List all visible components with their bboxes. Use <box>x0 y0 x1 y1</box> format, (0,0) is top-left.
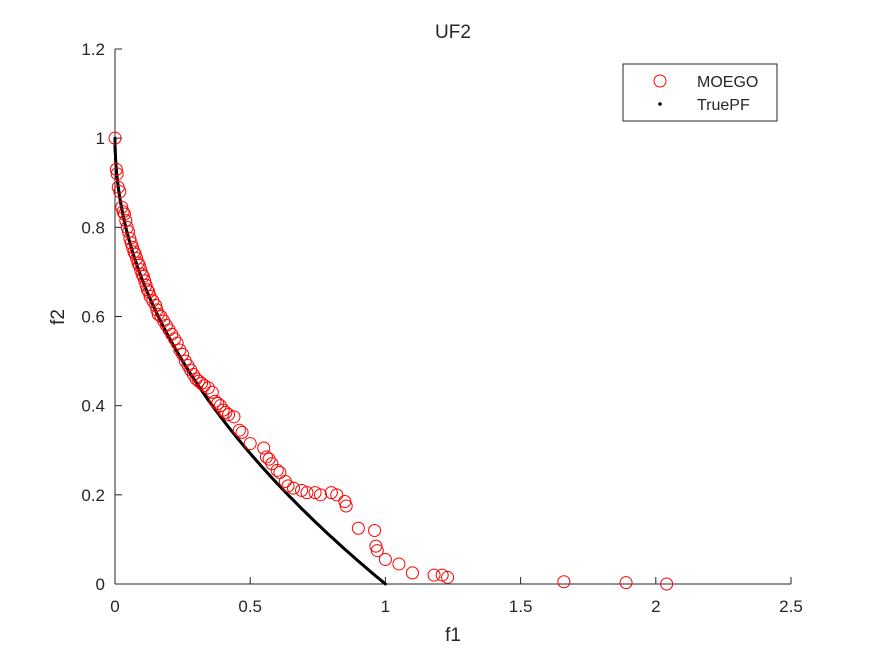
legend-marker-moego <box>653 74 667 88</box>
legend-box <box>622 63 778 122</box>
moego-point <box>281 479 295 493</box>
moego-point <box>116 205 130 219</box>
moego-point <box>405 566 419 580</box>
x-tick-label: 1 <box>381 597 390 616</box>
legend-label-moego: MOEGO <box>697 74 758 91</box>
moego-point <box>270 463 284 477</box>
moego-point <box>109 162 123 176</box>
truepf-point <box>383 582 387 586</box>
x-tick-label: 2 <box>651 597 660 616</box>
legend-marker-truepf <box>658 102 662 106</box>
moego-point <box>441 570 455 584</box>
moego-point <box>176 347 190 361</box>
y-tick-label: 0.2 <box>81 486 105 505</box>
moego-point <box>378 552 392 566</box>
moego-point <box>370 544 384 558</box>
moego-point <box>314 488 328 502</box>
moego-point <box>110 167 124 181</box>
y-tick-label: 1.2 <box>81 40 105 59</box>
plot-area <box>115 49 791 584</box>
y-tick-label: 0 <box>96 575 105 594</box>
moego-point <box>330 488 344 502</box>
moego-point <box>195 376 209 390</box>
moego-point <box>243 437 257 451</box>
chart-title: UF2 <box>435 22 471 43</box>
moego-point <box>392 557 406 571</box>
moego-point <box>127 245 141 259</box>
moego-point <box>140 283 154 297</box>
moego-point <box>222 408 236 422</box>
moego-point <box>351 521 365 535</box>
x-tick-label: 2.5 <box>779 597 803 616</box>
moego-point <box>619 576 633 590</box>
moego-point <box>259 450 273 464</box>
moego-point <box>427 568 441 582</box>
moego-point <box>170 336 184 350</box>
moego-point <box>131 256 145 270</box>
axes <box>114 49 791 585</box>
x-tick-label: 0.5 <box>238 597 262 616</box>
moego-series <box>108 131 674 591</box>
moego-point <box>113 185 127 199</box>
moego-point <box>324 486 338 500</box>
moego-point <box>265 457 279 471</box>
moego-point <box>108 131 122 145</box>
moego-point <box>257 441 271 455</box>
moego-point <box>205 385 219 399</box>
moego-point <box>235 425 249 439</box>
y-tick-label: 0.6 <box>81 308 105 327</box>
moego-point <box>286 481 300 495</box>
moego-point <box>368 524 382 537</box>
ticks: 0 0.5 1 1.5 2 2.5 0 0.2 0.4 0.6 0.8 1 1.2 <box>81 40 802 616</box>
moego-point <box>435 568 449 582</box>
moego-point <box>201 381 215 395</box>
moego-point <box>135 267 149 281</box>
moego-point <box>151 307 165 321</box>
y-tick-label: 0.8 <box>81 218 105 237</box>
moego-point <box>117 207 131 221</box>
y-tick-label: 1 <box>96 129 105 148</box>
moego-point <box>339 499 353 513</box>
moego-point <box>308 486 322 500</box>
moego-point <box>295 483 309 497</box>
moego-point <box>227 410 241 424</box>
y-tick-label: 0.4 <box>81 397 105 416</box>
legend-label-truepf: TruePF <box>697 97 750 114</box>
moego-point <box>300 486 314 500</box>
moego-point <box>557 575 571 589</box>
moego-point <box>211 396 225 410</box>
x-axis-label: f1 <box>445 625 461 646</box>
y-axis-label: f2 <box>48 309 69 325</box>
moego-point <box>660 577 674 591</box>
moego-point <box>219 405 233 419</box>
moego-point <box>232 423 246 437</box>
x-tick-label: 1.5 <box>509 597 533 616</box>
x-tick-label: 0 <box>110 597 119 616</box>
legend: MOEGO TruePF <box>622 63 778 122</box>
